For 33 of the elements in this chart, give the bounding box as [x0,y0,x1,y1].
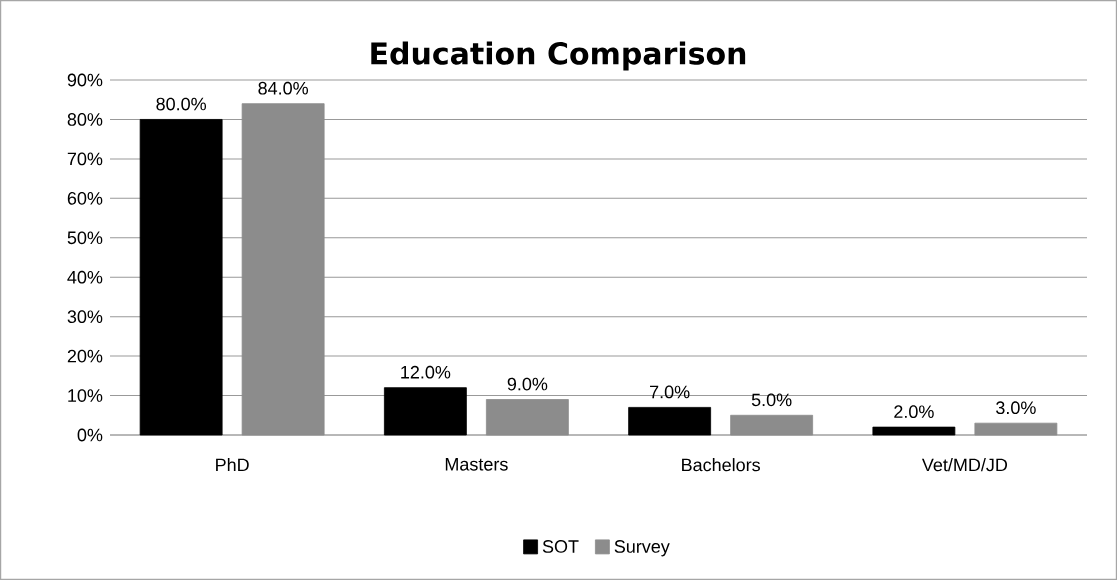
data-label: 9.0% [507,377,548,391]
bar [139,119,223,436]
bar [974,422,1058,436]
data-label: 7.0% [650,385,690,399]
bar [383,387,467,436]
data-label: 84.0% [258,81,309,95]
bar [628,406,712,436]
y-tick-label: 90% [67,73,103,87]
data-label: 80.0% [156,97,207,111]
y-tick-label: 30% [67,310,103,324]
data-label: 3.0% [996,401,1036,415]
chart-title: Education Comparison [371,41,746,71]
legend-label: SOT [542,540,579,553]
y-tick-label: 50% [67,231,103,245]
x-tick-label: Vet/MD/JD [921,458,1008,472]
y-tick-label: 10% [68,389,103,402]
bar [730,414,814,436]
x-tick-label: PhD [216,458,249,472]
x-tick-label: Masters [445,458,508,471]
y-tick-label: 70% [67,152,103,166]
y-tick-label: 40% [67,270,103,284]
y-tick-label: 20% [67,349,103,363]
data-label: 2.0% [894,405,934,419]
bar [872,426,956,436]
bar [241,103,325,436]
bar [485,399,569,436]
y-tick-label: 60% [67,191,103,205]
y-tick-label: 0% [77,428,103,442]
data-label: 5.0% [751,393,792,407]
legend-label: Survey [614,540,670,557]
data-label: 12.0% [401,365,451,379]
x-tick-label: Bachelors [682,458,760,472]
y-tick-label: 80% [67,113,103,126]
